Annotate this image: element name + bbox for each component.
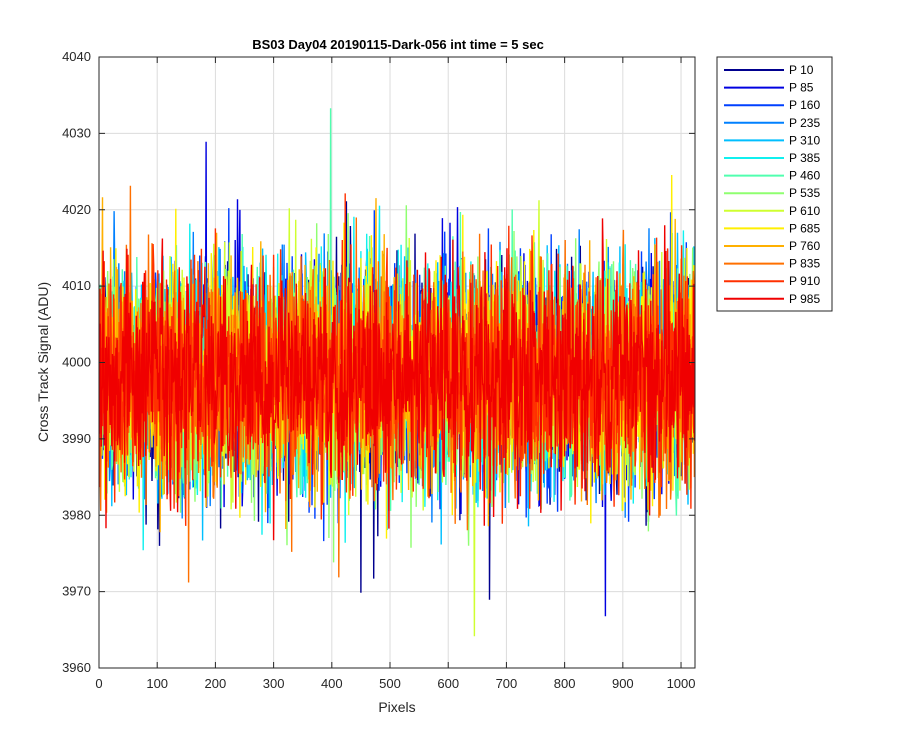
y-tick-label: 4000	[62, 355, 91, 370]
y-tick-label: 3980	[62, 507, 91, 522]
legend-entry-label: P 760	[789, 239, 820, 253]
x-tick-label: 0	[95, 676, 102, 691]
y-axis-label: Cross Track Signal (ADU)	[35, 282, 51, 442]
x-tick-label: 100	[146, 676, 168, 691]
legend-entry-label: P 910	[789, 274, 820, 288]
x-tick-label: 800	[554, 676, 576, 691]
legend-entry-label: P 10	[789, 63, 814, 77]
legend-entry-label: P 310	[789, 133, 820, 147]
x-tick-label: 1000	[667, 676, 696, 691]
x-axis: 0 100 200 300 400 500 600 700 800 900 1000	[95, 57, 695, 691]
legend-entry-label: P 610	[789, 204, 820, 218]
x-tick-label: 900	[612, 676, 634, 691]
series-line-p-985	[99, 218, 695, 541]
x-tick-label: 400	[321, 676, 343, 691]
y-tick-label: 4030	[62, 125, 91, 140]
y-tick-label: 3970	[62, 584, 91, 599]
legend-entry-label: P 835	[789, 257, 820, 271]
y-tick-label: 3960	[62, 660, 91, 675]
series-lines	[99, 108, 695, 637]
legend-box	[716, 56, 833, 312]
legend-entry-label: P 160	[789, 98, 820, 112]
x-tick-label: 200	[205, 676, 227, 691]
y-axis: 3960 3970 3980 3990 4000 4010 4020 4030 4040	[62, 49, 695, 675]
legend-entry-label: P 235	[789, 116, 820, 130]
x-tick-label: 700	[496, 676, 518, 691]
x-axis-label: Pixels	[378, 699, 415, 715]
y-tick-label: 3990	[62, 431, 91, 446]
legend-entry-label: P 535	[789, 186, 820, 200]
y-tick-label: 4010	[62, 278, 91, 293]
legend-entry-label: P 460	[789, 169, 820, 183]
x-tick-label: 300	[263, 676, 285, 691]
y-tick-label: 4040	[62, 49, 91, 64]
legend: P 10 P 85 P 160 P 235 P 310 P 385 P 460 P 535 P …	[716, 56, 833, 312]
plot-area: 0 100 200 300 400 500 600 700 800 900 1000 3960 397…	[62, 49, 696, 691]
legend-entry-label: P 385	[789, 151, 820, 165]
legend-entry-label: P 85	[789, 81, 814, 95]
y-tick-label: 4020	[62, 202, 91, 217]
chart-title: BS03 Day04 20190115-Dark-056 int time = …	[252, 37, 544, 52]
x-tick-label: 500	[379, 676, 401, 691]
x-tick-label: 600	[437, 676, 459, 691]
legend-entry-label: P 685	[789, 221, 820, 235]
legend-entry-label: P 985	[789, 292, 820, 306]
